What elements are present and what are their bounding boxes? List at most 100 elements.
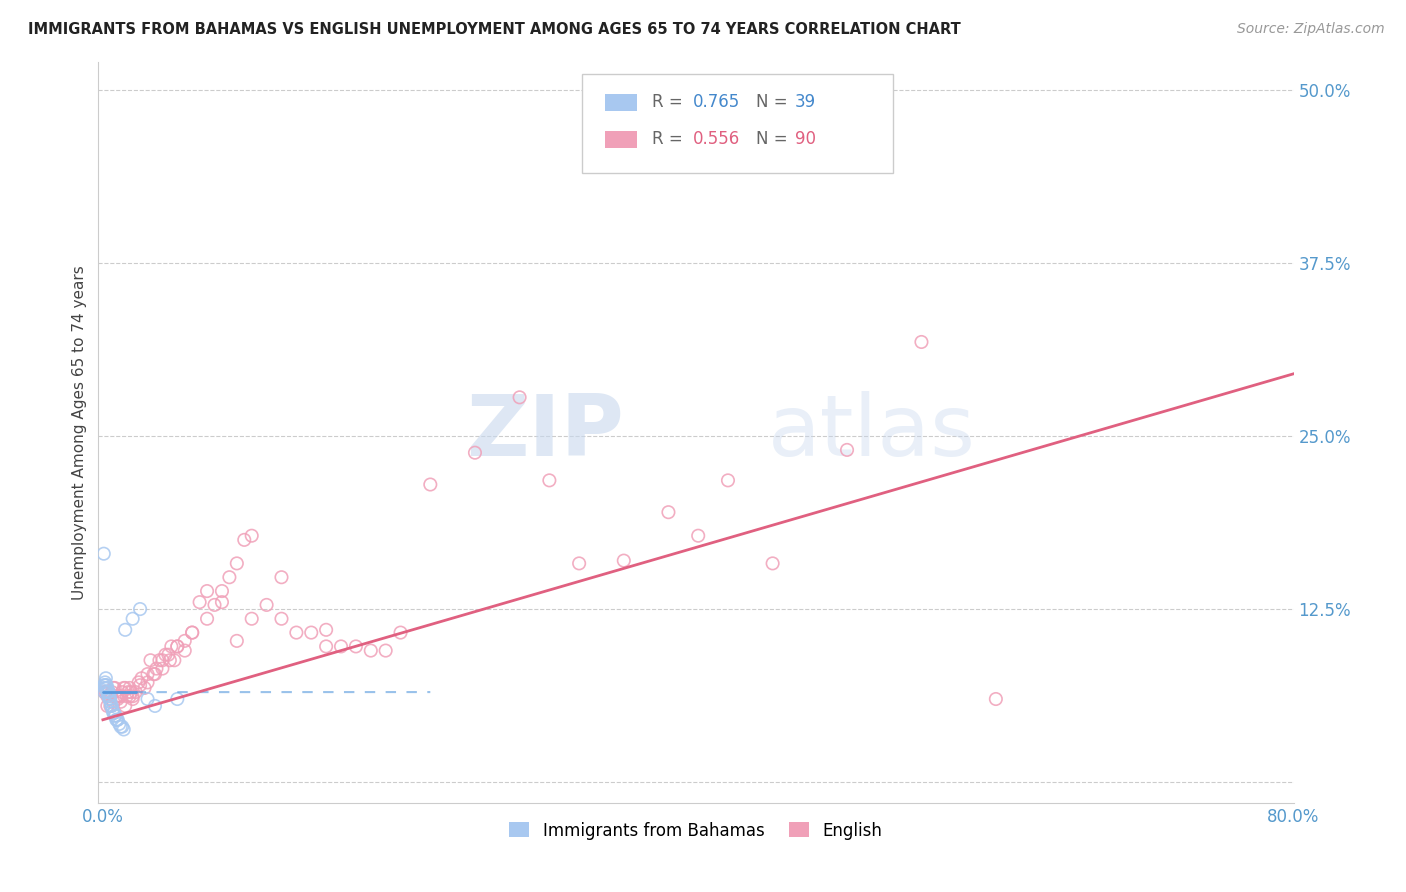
- Point: [110, 690, 132, 704]
- Point: [613, 554, 636, 568]
- Point: [103, 681, 125, 695]
- Point: [105, 690, 128, 704]
- Point: [114, 698, 136, 713]
- Point: [181, 625, 204, 640]
- Point: [97, 690, 120, 704]
- Point: [762, 557, 785, 571]
- Point: [142, 667, 165, 681]
- Legend: Immigrants from Bahamas, English: Immigrants from Bahamas, English: [503, 815, 889, 847]
- Text: 39: 39: [796, 93, 817, 111]
- FancyBboxPatch shape: [582, 73, 893, 173]
- Point: [96, 698, 118, 713]
- Text: ZIP: ZIP: [467, 391, 624, 475]
- Point: [101, 685, 124, 699]
- Point: [96, 685, 118, 699]
- Point: [419, 477, 441, 491]
- Point: [136, 667, 159, 681]
- Point: [107, 690, 129, 704]
- Point: [105, 713, 128, 727]
- Point: [98, 692, 121, 706]
- Point: [166, 640, 188, 654]
- Point: [131, 671, 153, 685]
- Point: [181, 625, 204, 640]
- Point: [330, 640, 353, 654]
- Point: [270, 612, 292, 626]
- Text: Source: ZipAtlas.com: Source: ZipAtlas.com: [1237, 22, 1385, 37]
- Point: [835, 442, 858, 457]
- Text: N =: N =: [756, 129, 793, 148]
- Text: R =: R =: [652, 93, 688, 111]
- Point: [121, 612, 143, 626]
- Point: [195, 612, 218, 626]
- Point: [984, 692, 1007, 706]
- Point: [111, 720, 134, 734]
- Point: [717, 474, 740, 488]
- Point: [112, 723, 135, 737]
- Point: [211, 584, 233, 599]
- Point: [134, 681, 156, 695]
- Point: [360, 643, 382, 657]
- Point: [139, 653, 162, 667]
- Point: [344, 640, 367, 654]
- Point: [143, 667, 166, 681]
- Point: [97, 685, 120, 699]
- Point: [94, 671, 117, 685]
- Point: [94, 678, 117, 692]
- Point: [98, 695, 121, 709]
- Text: 0.556: 0.556: [692, 129, 740, 148]
- Point: [204, 598, 226, 612]
- Point: [97, 685, 120, 699]
- Point: [96, 681, 118, 695]
- FancyBboxPatch shape: [605, 130, 637, 148]
- Point: [101, 703, 124, 717]
- Point: [240, 529, 263, 543]
- Point: [464, 445, 486, 459]
- Point: [103, 706, 125, 720]
- Point: [104, 708, 127, 723]
- Point: [105, 713, 128, 727]
- Point: [96, 690, 118, 704]
- Point: [124, 685, 146, 699]
- Point: [107, 692, 129, 706]
- Point: [148, 653, 170, 667]
- Point: [129, 678, 152, 692]
- Point: [270, 570, 292, 584]
- Point: [143, 698, 166, 713]
- Point: [225, 557, 247, 571]
- Point: [94, 675, 117, 690]
- Point: [120, 685, 142, 699]
- Point: [152, 662, 174, 676]
- Point: [136, 692, 159, 706]
- Point: [195, 584, 218, 599]
- Point: [129, 602, 152, 616]
- Point: [240, 612, 263, 626]
- Point: [121, 690, 143, 704]
- Point: [93, 547, 115, 561]
- Point: [93, 685, 115, 699]
- Point: [910, 334, 932, 349]
- Point: [315, 623, 337, 637]
- Point: [285, 625, 308, 640]
- Point: [157, 648, 180, 662]
- Point: [104, 681, 127, 695]
- Point: [166, 640, 188, 654]
- Point: [103, 706, 125, 720]
- Point: [96, 681, 118, 695]
- Point: [159, 653, 181, 667]
- Point: [299, 625, 322, 640]
- Point: [97, 685, 120, 699]
- Point: [93, 678, 115, 692]
- Point: [110, 720, 132, 734]
- Point: [98, 690, 121, 704]
- Point: [93, 685, 115, 699]
- Text: N =: N =: [756, 93, 793, 111]
- Point: [104, 708, 127, 723]
- Point: [233, 533, 256, 547]
- Point: [128, 675, 150, 690]
- Point: [136, 675, 159, 690]
- Text: atlas: atlas: [768, 391, 976, 475]
- Point: [256, 598, 278, 612]
- Point: [225, 633, 247, 648]
- Point: [218, 570, 240, 584]
- Point: [103, 695, 125, 709]
